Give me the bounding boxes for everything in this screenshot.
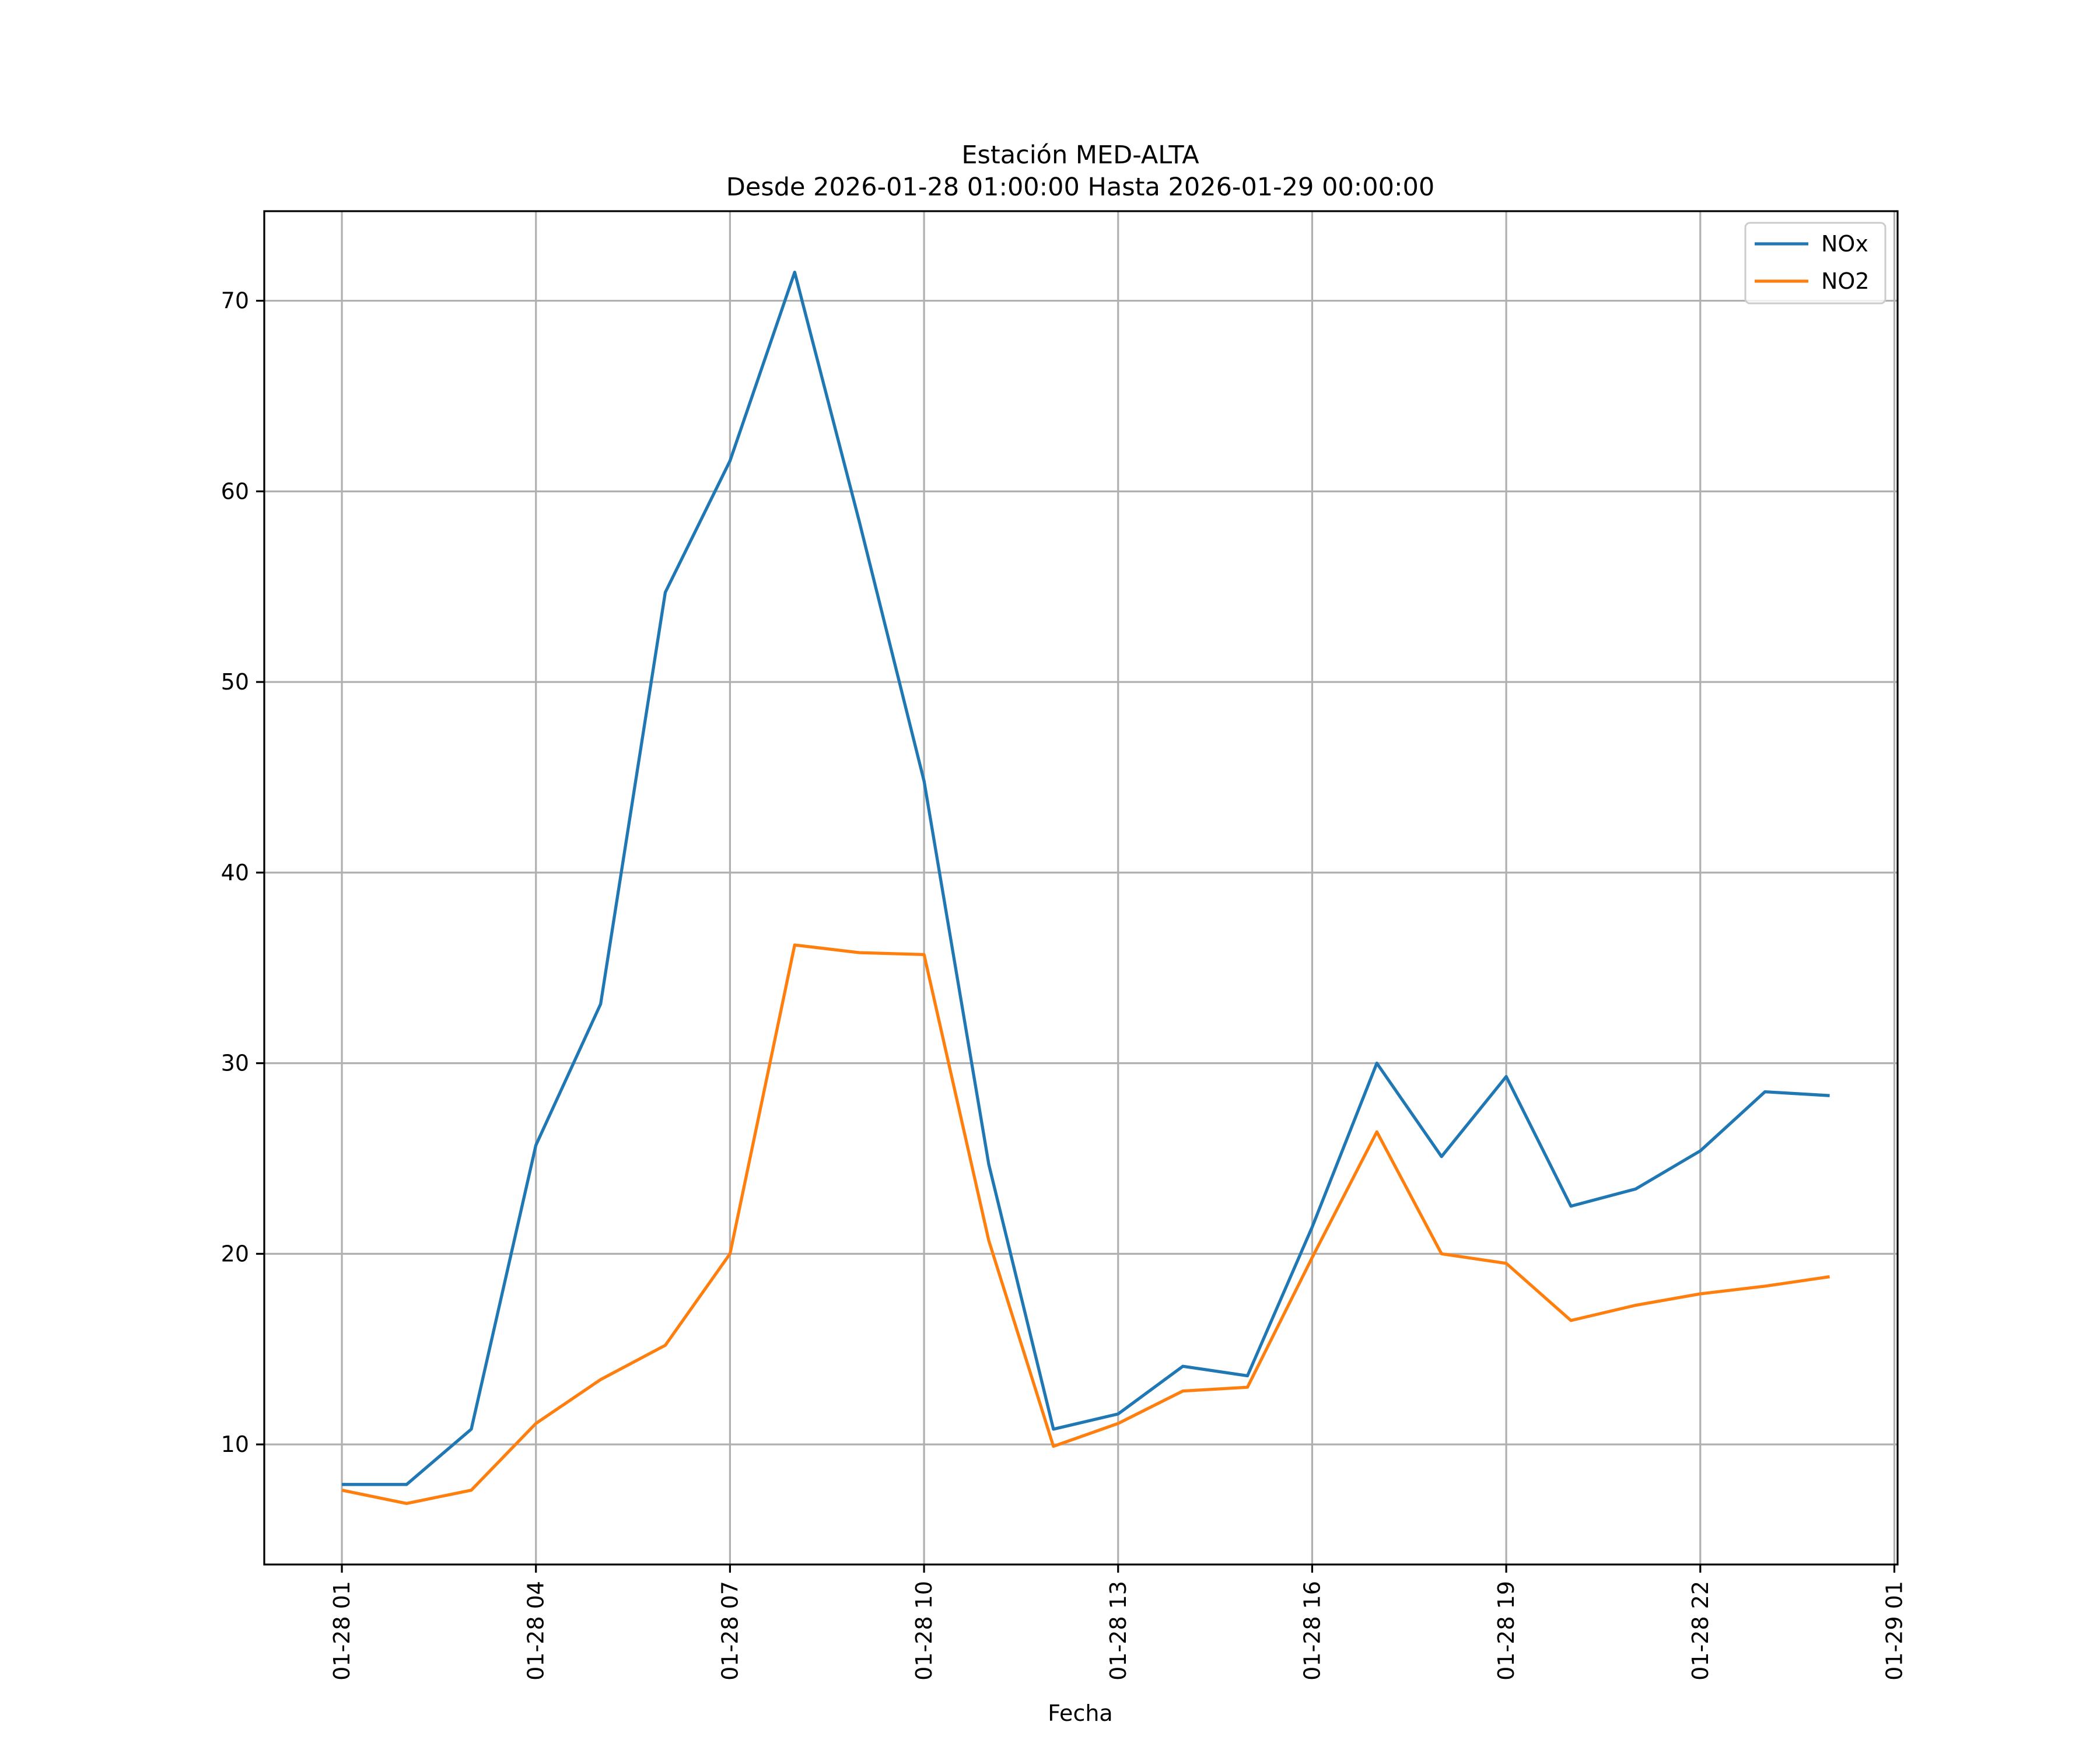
series-line-nox bbox=[342, 270, 1830, 1486]
y-tick-label: 50 bbox=[221, 669, 249, 695]
x-tick-label: 01-29 01 bbox=[1881, 1581, 1907, 1681]
y-tick-label: 60 bbox=[221, 478, 249, 504]
x-tick-label: 01-28 16 bbox=[1299, 1581, 1325, 1681]
legend-label-no2: NO2 bbox=[1821, 268, 1870, 294]
x-tick-label: 01-28 13 bbox=[1105, 1581, 1131, 1681]
legend: NOx NO2 bbox=[1744, 222, 1887, 304]
x-tick-label: 01-28 07 bbox=[717, 1581, 743, 1681]
chart-subtitle: Desde 2026-01-28 01:00:00 Hasta 2026-01-… bbox=[726, 173, 1434, 202]
chart-title: Estación MED-ALTA bbox=[961, 141, 1199, 170]
x-tick-label: 01-28 22 bbox=[1688, 1581, 1713, 1681]
x-axis-label: Fecha bbox=[1048, 1700, 1112, 1726]
y-tick-label: 40 bbox=[221, 860, 249, 886]
series-line-no2 bbox=[341, 943, 1830, 1506]
y-tick-label: 30 bbox=[221, 1051, 249, 1076]
y-tick-label: 70 bbox=[221, 288, 249, 314]
y-tick-label: 10 bbox=[221, 1432, 249, 1457]
x-tick-label: 01-28 04 bbox=[523, 1581, 549, 1681]
plot-frame bbox=[263, 210, 1899, 1566]
legend-label-nox: NOx bbox=[1821, 231, 1868, 257]
x-tick-label: 01-28 10 bbox=[911, 1581, 937, 1681]
x-tick-label: 01-28 01 bbox=[329, 1581, 355, 1681]
y-tick-label: 20 bbox=[221, 1241, 249, 1266]
gridlines bbox=[264, 211, 1898, 1564]
axis-ticks: 01-28 01 01-28 04 01-28 07 01-28 10 01-28 13… bbox=[221, 288, 1908, 1681]
x-tick-label: 01-28 19 bbox=[1493, 1581, 1519, 1681]
series-lines bbox=[341, 270, 1830, 1506]
